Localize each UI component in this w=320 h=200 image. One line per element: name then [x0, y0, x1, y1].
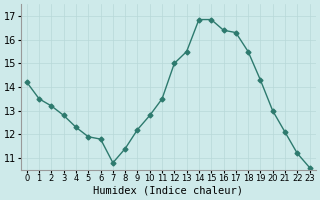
X-axis label: Humidex (Indice chaleur): Humidex (Indice chaleur): [93, 186, 243, 196]
